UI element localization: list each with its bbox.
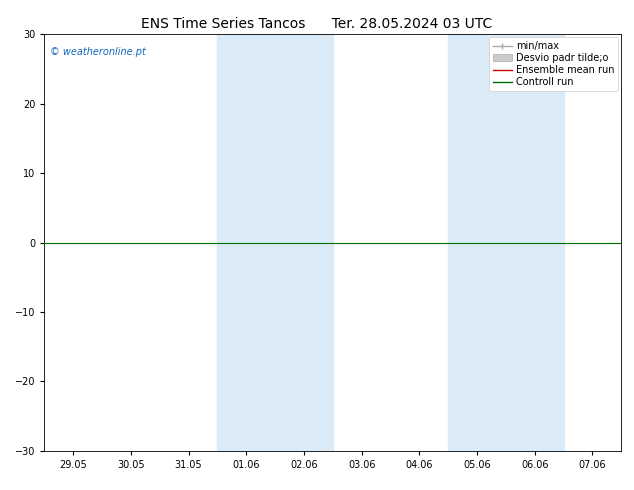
Legend: min/max, Desvio padr tilde;o, Ensemble mean run, Controll run: min/max, Desvio padr tilde;o, Ensemble m… bbox=[489, 37, 618, 91]
Bar bbox=[448, 34, 564, 451]
Text: ENS Time Series Tancos      Ter. 28.05.2024 03 UTC: ENS Time Series Tancos Ter. 28.05.2024 0… bbox=[141, 17, 493, 31]
Bar bbox=[217, 34, 333, 451]
Text: © weatheronline.pt: © weatheronline.pt bbox=[50, 47, 146, 57]
